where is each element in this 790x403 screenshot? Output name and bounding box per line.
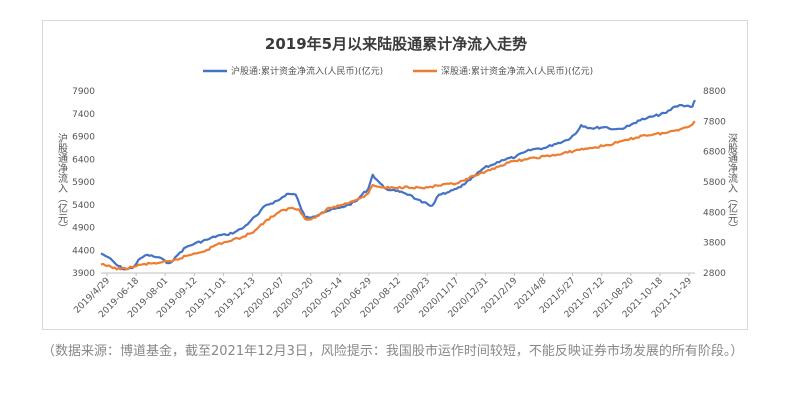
left-tick-label: 5900 <box>72 178 95 188</box>
right-tick-label: 8800 <box>703 87 726 97</box>
right-tick-label: 3800 <box>703 239 726 249</box>
left-tick-label: 7400 <box>72 110 95 120</box>
legend-label-sz: 深股通:累计资金净流入(人民币)(亿元) <box>441 65 593 77</box>
source-caption: （数据来源：博道基金，截至2021年12月3日，风险提示：我国股市运作时间较短，… <box>42 344 744 359</box>
right-tick-label: 6800 <box>703 148 726 158</box>
left-axis-label: 沪股通净流入（亿元） <box>56 132 68 233</box>
series-line-shanghai <box>100 99 696 271</box>
series-layer <box>100 99 696 271</box>
left-tick-label: 7900 <box>72 87 95 97</box>
left-tick-label: 4400 <box>72 246 95 256</box>
right-tick-label: 7800 <box>703 117 726 127</box>
right-axis-ticks: 2800 3800 4800 5800 6800 7800 8800 <box>703 87 726 279</box>
left-tick-label: 6900 <box>72 133 95 143</box>
series-line-shenzhen <box>100 120 696 271</box>
legend-label-sh: 沪股通:累计资金净流入(人民币)(亿元) <box>231 65 383 77</box>
line-chart: 2019年5月以来陆股通累计净流入走势 沪股通:累计资金净流入(人民币)(亿元)… <box>56 35 738 320</box>
left-tick-label: 5400 <box>72 201 95 211</box>
x-axis-ticks: 2019/4/292019-06-182019-08-012019-09-122… <box>72 273 694 320</box>
left-tick-label: 3900 <box>72 269 95 279</box>
right-tick-label: 5800 <box>703 178 726 188</box>
left-tick-label: 4900 <box>72 224 95 234</box>
right-axis-label: 深股通净流入（亿元） <box>726 133 738 233</box>
right-tick-label: 4800 <box>703 208 726 218</box>
chart-frame: 2019年5月以来陆股通累计净流入走势 沪股通:累计资金净流入(人民币)(亿元)… <box>42 20 748 330</box>
left-axis-ticks: 3900 4400 4900 5400 5900 6400 6900 7400 7900 <box>72 87 95 279</box>
chart-title: 2019年5月以来陆股通累计净流入走势 <box>265 35 527 53</box>
left-tick-label: 6400 <box>72 155 95 165</box>
right-tick-label: 2800 <box>703 269 726 279</box>
legend: 沪股通:累计资金净流入(人民币)(亿元) 深股通:累计资金净流入(人民币)(亿元… <box>203 65 593 77</box>
